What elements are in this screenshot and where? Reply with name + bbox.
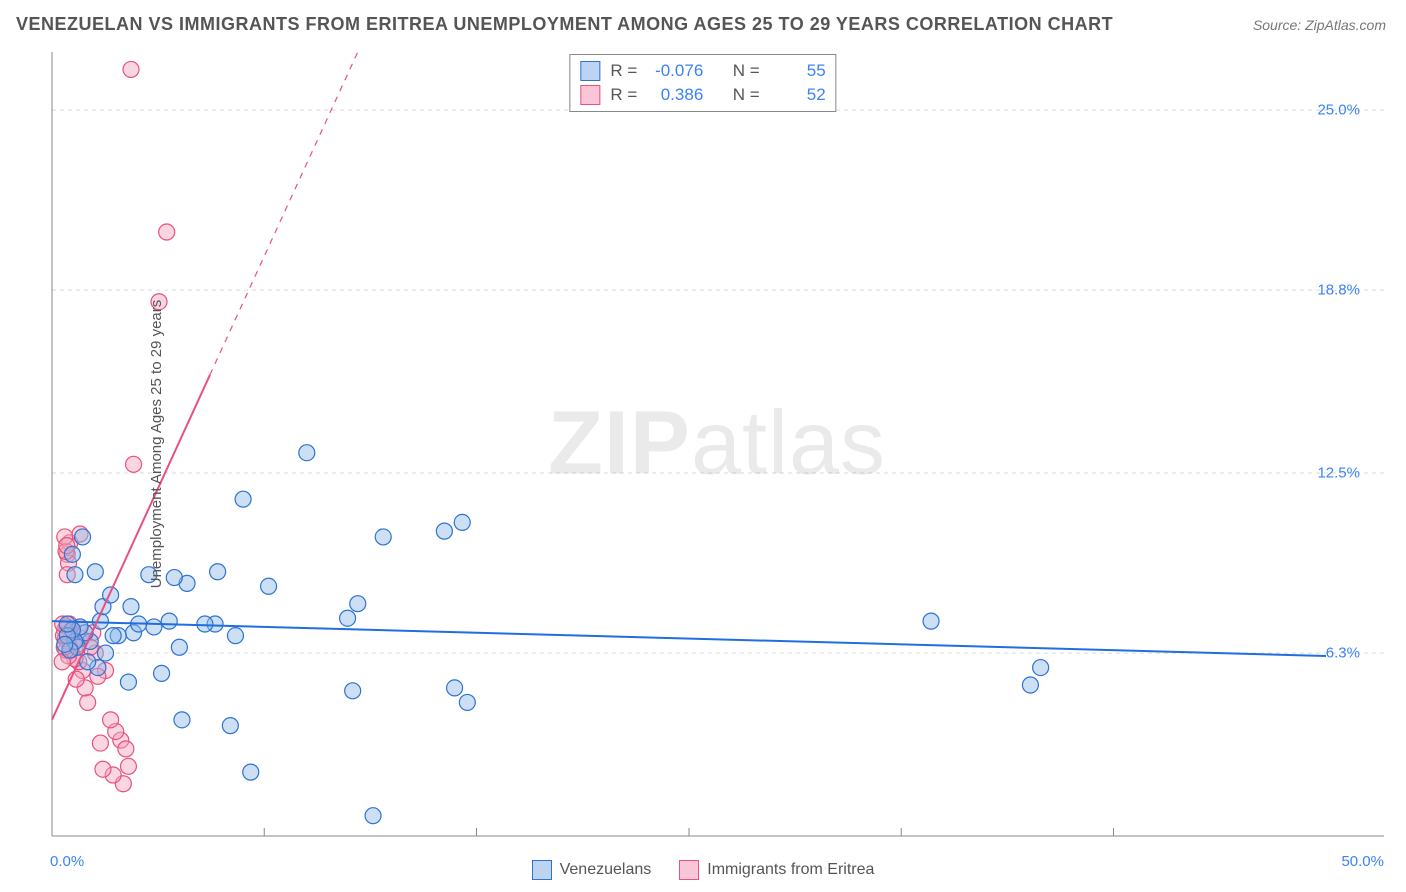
legend-item: Immigrants from Eritrea: [679, 860, 874, 880]
series-swatch: [580, 61, 600, 81]
y-tick-label: 12.5%: [1317, 465, 1360, 482]
title-row: VENEZUELAN VS IMMIGRANTS FROM ERITREA UN…: [16, 14, 1386, 35]
scatter-plot: [48, 48, 1386, 840]
chart-title: VENEZUELAN VS IMMIGRANTS FROM ERITREA UN…: [16, 14, 1113, 35]
n-label: N =: [733, 85, 760, 105]
source-label: Source: ZipAtlas.com: [1253, 17, 1386, 33]
legend-label: Venezuelans: [560, 861, 652, 879]
y-tick-label: 25.0%: [1317, 102, 1360, 119]
legend-item: Venezuelans: [532, 860, 652, 880]
y-tick-label: 6.3%: [1326, 645, 1360, 662]
legend-label: Immigrants from Eritrea: [707, 861, 874, 879]
stat-row: R = -0.076 N = 55: [580, 59, 825, 83]
n-label: N =: [733, 61, 760, 81]
r-value: 0.386: [647, 85, 703, 105]
y-axis-label: Unemployment Among Ages 25 to 29 years: [148, 300, 165, 589]
r-label: R =: [610, 85, 637, 105]
r-label: R =: [610, 61, 637, 81]
legend: Venezuelans Immigrants from Eritrea: [0, 860, 1406, 880]
n-value: 52: [770, 85, 826, 105]
plot-area: Unemployment Among Ages 25 to 29 years Z…: [48, 48, 1386, 840]
r-value: -0.076: [647, 61, 703, 81]
correlation-stat-box: R = -0.076 N = 55 R = 0.386 N = 52: [569, 54, 836, 112]
series-swatch: [580, 85, 600, 105]
n-value: 55: [770, 61, 826, 81]
x-axis-min-label: 0.0%: [50, 853, 84, 870]
legend-swatch: [532, 860, 552, 880]
x-axis-max-label: 50.0%: [1341, 853, 1384, 870]
stat-row: R = 0.386 N = 52: [580, 83, 825, 107]
y-tick-label: 18.8%: [1317, 282, 1360, 299]
legend-swatch: [679, 860, 699, 880]
